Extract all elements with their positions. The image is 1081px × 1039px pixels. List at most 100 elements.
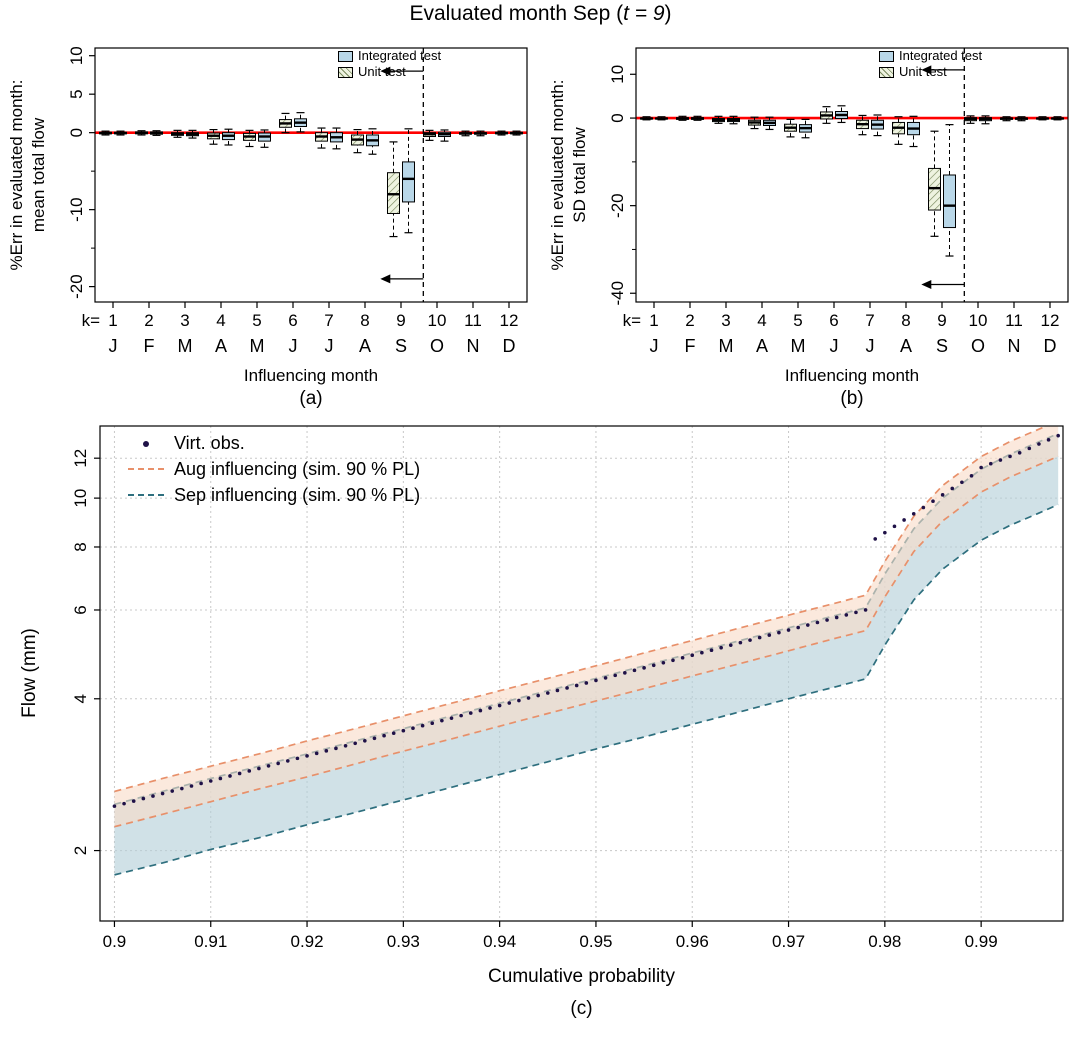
obs-point (806, 623, 810, 627)
obs-point (651, 663, 656, 668)
k-number-label: 4 (757, 311, 766, 330)
x-tick-label: 0.93 (387, 932, 420, 951)
obs-dot-icon (143, 441, 149, 448)
y-tick-label: 8 (71, 542, 90, 551)
obs-point (1027, 446, 1032, 451)
obs-point (391, 731, 396, 736)
obs-point (1017, 450, 1022, 455)
obs-point (825, 618, 829, 622)
panel-a-caption: (a) (299, 388, 323, 409)
obs-point (401, 728, 406, 733)
k-number-label: 1 (108, 311, 117, 330)
k-number-label: 12 (1041, 311, 1060, 330)
k-number-label: 6 (288, 311, 297, 330)
plot-content (112, 426, 1060, 876)
k-number-label: 10 (428, 311, 447, 330)
obs-point (700, 650, 704, 655)
left-arrow-head (921, 65, 932, 75)
panel-b-y-axis-label-line2: SD total flow (570, 127, 589, 223)
obs-point (459, 713, 463, 718)
obs-point (1046, 438, 1051, 442)
y-tick-label: 0 (608, 113, 627, 122)
obs-point (160, 791, 165, 796)
y-tick-label: 6 (71, 605, 90, 614)
obs-point (305, 754, 309, 758)
sep-dashed-line-marker (128, 494, 164, 496)
obs-point (786, 628, 791, 632)
obs-point (497, 703, 502, 708)
y-tick-label: 4 (71, 694, 90, 703)
obs-point (189, 784, 194, 788)
obs-point (1037, 442, 1041, 446)
obs-point (343, 744, 348, 748)
y-tick-label: 10 (608, 65, 627, 84)
obs-point (748, 638, 752, 642)
obs-point (1056, 433, 1060, 438)
month-letter-label: D (1044, 336, 1057, 356)
obs-point (363, 738, 367, 743)
left-arrow-head (380, 274, 391, 284)
month-letter-label: N (467, 336, 480, 356)
month-letter-label: A (359, 336, 371, 356)
obs-point (931, 499, 935, 504)
obs-point (969, 474, 974, 478)
k-number-label: 9 (937, 311, 946, 330)
obs-point (266, 764, 271, 768)
month-letter-label: M (250, 336, 265, 356)
obs-point (757, 635, 762, 640)
panel-c-legend: Virt. obs. Aug influencing (sim. 90 % PL… (128, 430, 420, 508)
month-letter-label: A (215, 336, 227, 356)
month-letter-label: J (289, 336, 298, 356)
obs-point (285, 759, 290, 763)
k-number-label: 5 (252, 311, 261, 330)
panel-a-legend: Integrated test Unit test (338, 48, 441, 80)
obs-point (854, 610, 858, 615)
obs-point (208, 779, 213, 783)
month-letter-label: S (936, 336, 948, 356)
figure-title: Evaluated month Sep (t = 9) (0, 2, 1081, 26)
obs-point (988, 461, 993, 466)
obs-point (353, 741, 357, 746)
y-tick-label: 2 (71, 846, 90, 855)
obs-point (526, 696, 531, 700)
obs-point (247, 769, 252, 773)
plot-border (99, 425, 1064, 922)
k-number-label: 11 (464, 311, 482, 330)
panel-b-legend: Integrated test Unit test (879, 48, 982, 80)
obs-point (709, 648, 714, 653)
x-tick-label: 0.99 (965, 932, 998, 951)
k-number-label: 9 (396, 311, 405, 330)
legend-item-integrated-test: Integrated test (879, 48, 982, 64)
panel-a-y-axis-label-line2: mean total flow (29, 117, 48, 233)
obs-point (324, 749, 329, 753)
panel-a-chart: 10 5 0 -10 -20 1 J 2 F 3 M 4 A 5 M 6 J 7 J 8 A 9 S 10 O 11 N 12 Dk= (67, 46, 528, 356)
obs-point (420, 723, 425, 728)
obs-point (440, 718, 444, 723)
obs-point (507, 701, 512, 705)
obs-point (883, 530, 887, 535)
obs-point (719, 645, 723, 650)
obs-point (584, 681, 589, 685)
k-number-label: 6 (829, 311, 838, 330)
obs-point (372, 736, 377, 741)
title-prefix: Evaluated month Sep ( (409, 2, 624, 25)
k-number-label: 3 (721, 311, 730, 330)
title-suffix: ) (664, 2, 672, 25)
obs-point (834, 615, 839, 620)
plot-border (94, 47, 528, 303)
k-number-label: 5 (793, 311, 802, 330)
obs-point (295, 756, 300, 761)
obs-point (122, 801, 126, 806)
month-letter-label: O (971, 336, 985, 356)
legend-label-obs: Virt. obs. (174, 433, 245, 453)
obs-point (228, 774, 232, 778)
left-arrow-head (380, 66, 391, 76)
y-tick-label: -40 (608, 281, 627, 306)
obs-point (642, 666, 646, 670)
obs-point (671, 658, 675, 663)
month-letter-label: O (430, 336, 444, 356)
k-number-label: 2 (144, 311, 153, 330)
aug-dashed-line-marker (128, 468, 164, 470)
left-arrow-head (921, 279, 932, 289)
